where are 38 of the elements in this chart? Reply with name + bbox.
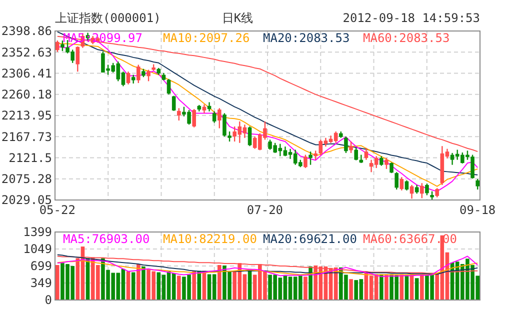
bar — [349, 279, 353, 300]
y-tick-label: 2121.5 — [8, 150, 52, 165]
x-tick-label: 05-22 — [39, 203, 76, 217]
line-series — [56, 260, 478, 276]
bar — [192, 271, 196, 300]
bar — [304, 276, 308, 300]
chart-subtitle: 日K线 — [222, 11, 254, 25]
bar — [414, 278, 419, 300]
y-tick-label: 2167.73 — [1, 130, 52, 144]
text: MA10:2097.26 — [163, 31, 250, 45]
y-tick-label: 2260.18 — [1, 88, 52, 102]
y-tick-label: 1399 — [23, 225, 52, 240]
text: MA20:69621.00 — [263, 232, 357, 246]
y-tick-label: 2075.28 — [1, 172, 52, 186]
text: MA20:2083.53 — [263, 31, 350, 45]
text: MA10:82219.00 — [163, 232, 257, 246]
bar — [136, 264, 140, 300]
bar — [384, 274, 388, 300]
x-tick-label: 07-20 — [246, 203, 284, 217]
y-tick-label: 699 — [30, 259, 52, 274]
bar — [420, 274, 424, 300]
text: MA60:2083.53 — [363, 31, 450, 45]
y-tick-label: 2213.95 — [1, 108, 52, 123]
bar — [142, 266, 146, 300]
y-tick-label: 1049 — [23, 242, 52, 256]
bar — [56, 265, 60, 300]
y-tick-label: 2352.63 — [1, 45, 52, 60]
bar — [131, 272, 136, 300]
chart-title: 上证指数(000001) — [55, 11, 161, 25]
bar — [177, 276, 181, 300]
bar — [380, 274, 384, 300]
x-tick-label: 09-18 — [460, 203, 496, 217]
series-label: MA5:76903.00 — [63, 232, 150, 246]
y-tick-label: 0 — [44, 293, 52, 308]
y-tick-label: 2306.41 — [1, 66, 52, 80]
text: 2012-09-18 14:59:53 — [342, 11, 480, 25]
y-tick-label: 349 — [30, 276, 52, 290]
y-tick-label: 2398.86 — [1, 24, 52, 38]
